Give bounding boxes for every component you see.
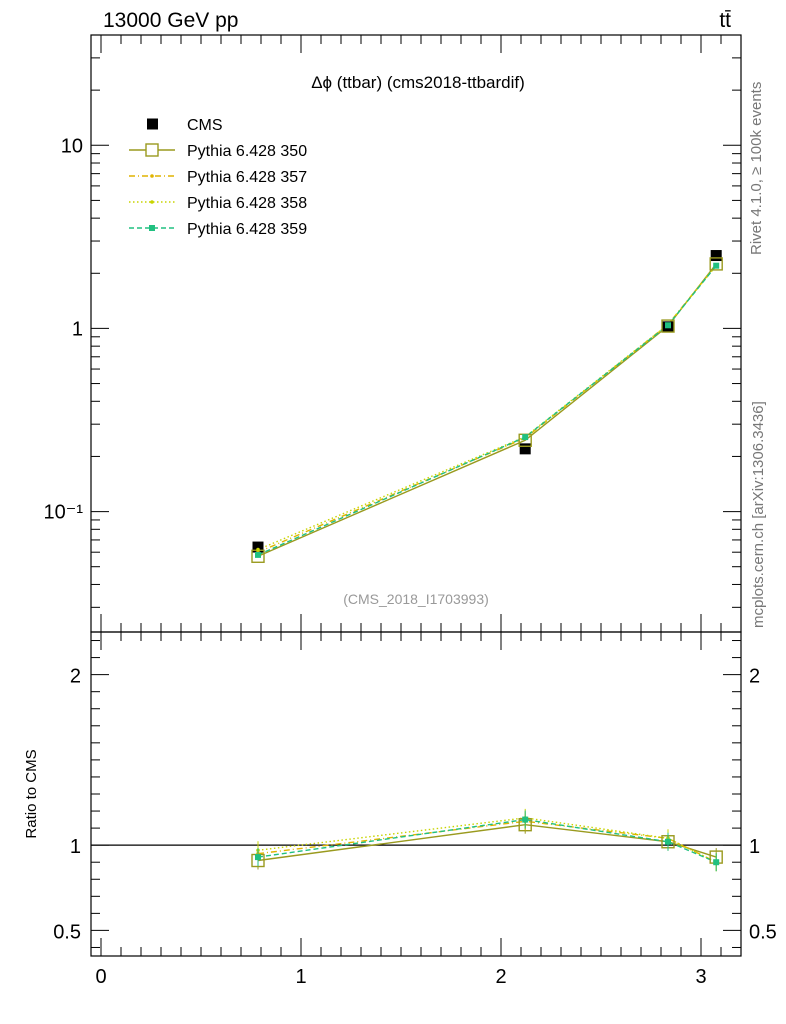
data-point-pythia-6-428-350 xyxy=(661,319,675,333)
y-tick-label: 10⁻¹ xyxy=(44,502,84,524)
plot-title: Δϕ (ttbar) (cms2018-ttbardif) xyxy=(311,73,525,92)
x-tick-label: 1 xyxy=(295,966,306,988)
plot-watermark: (CMS_2018_I1703993) xyxy=(343,591,489,607)
ratio-plot-panel: 2 2 1 1 0.5 0.5 0 1 2 3 Ratio to CMS xyxy=(23,631,777,988)
ratio-line-pythia-6-428-359 xyxy=(257,818,717,863)
series-line-pythia-6-428-357 xyxy=(257,264,717,553)
x-tick-label: 3 xyxy=(695,966,706,988)
data-point-cms xyxy=(519,443,531,455)
main-plot-series xyxy=(257,263,717,557)
ratio-plot-ticks: 2 2 1 1 0.5 0.5 0 1 2 3 xyxy=(53,632,777,988)
data-point-cms xyxy=(710,250,722,262)
legend-marker-pythia-6-428-359 xyxy=(149,225,155,231)
ratio-y-tick-label-right: 2 xyxy=(749,666,760,688)
x-tick-label: 2 xyxy=(495,966,506,988)
legend-label-pythia-6-428-359: Pythia 6.428 359 xyxy=(187,221,307,238)
series-line-pythia-6-428-350 xyxy=(257,263,717,557)
main-plot-points xyxy=(251,250,723,563)
ratio-plot-points xyxy=(251,808,723,872)
ratio-point-pythia-6-428-359 xyxy=(255,854,261,861)
data-point-pythia-6-428-359 xyxy=(255,551,261,558)
ratio-plot-frame xyxy=(90,631,742,957)
y-tick-label: 10 xyxy=(61,135,83,157)
ratio-line-pythia-6-428-358 xyxy=(257,817,717,863)
ratio-axis-label: Ratio to CMS xyxy=(23,749,40,838)
legend-marker-pythia-6-428-350 xyxy=(145,143,159,157)
data-point-pythia-6-428-359 xyxy=(665,322,671,329)
legend-label-pythia-6-428-358: Pythia 6.428 358 xyxy=(187,195,307,212)
ratio-y-tick-label: 2 xyxy=(70,666,81,688)
data-point-pythia-6-428-358 xyxy=(256,547,260,552)
ratio-point-pythia-6-428-359 xyxy=(713,859,720,866)
y-tick-label: 1 xyxy=(72,318,83,340)
ratio-plot-series xyxy=(91,817,741,863)
ratio-y-tick-label-right: 0.5 xyxy=(749,921,777,943)
series-line-pythia-6-428-358 xyxy=(257,265,717,551)
data-point-pythia-6-428-359 xyxy=(713,262,720,269)
legend-marker-pythia-6-428-357 xyxy=(150,174,154,178)
process-label: tt̄ xyxy=(719,9,731,32)
legend-label-pythia-6-428-350: Pythia 6.428 350 xyxy=(187,143,307,160)
data-point-pythia-6-428-350 xyxy=(709,257,723,271)
source-label: mcplots.cern.ch [arXiv:1306.3436] xyxy=(750,401,767,628)
ratio-line-pythia-6-428-350 xyxy=(257,823,717,862)
ratio-point-pythia-6-428-359 xyxy=(522,816,529,823)
data-point-cms xyxy=(252,541,264,553)
ratio-line-pythia-6-428-357 xyxy=(257,820,717,863)
legend-marker-cms xyxy=(147,118,158,130)
energy-label: 13000 GeV pp xyxy=(103,9,238,32)
main-plot-panel: 10 1 10⁻¹ Δϕ (ttbar) (cms2018-ttbardif) (C… xyxy=(44,34,742,633)
rivet-label: Rivet 4.1.0, ≥ 100k events xyxy=(748,82,765,255)
ratio-point-pythia-6-428-359 xyxy=(665,838,671,845)
ratio-y-tick-label: 1 xyxy=(70,836,81,858)
legend-label-pythia-6-428-357: Pythia 6.428 357 xyxy=(187,169,307,186)
series-line-pythia-6-428-359 xyxy=(257,265,717,556)
ratio-y-tick-label-right: 1 xyxy=(749,836,760,858)
legend-label-cms: CMS xyxy=(187,117,223,134)
data-point-pythia-6-428-359 xyxy=(522,434,529,441)
legend-marker-pythia-6-428-358 xyxy=(150,200,154,204)
legend: CMS Pythia 6.428 350 Pythia 6.428 357 Pythi… xyxy=(129,117,307,238)
x-tick-label: 0 xyxy=(95,966,106,988)
main-plot-ticks: 10 1 10⁻¹ xyxy=(44,34,742,632)
ratio-y-tick-label: 0.5 xyxy=(53,921,81,943)
